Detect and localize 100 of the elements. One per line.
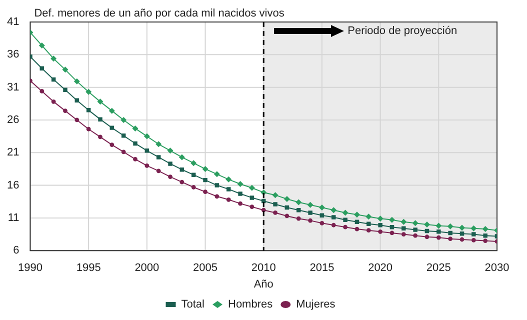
point — [332, 215, 336, 220]
point — [483, 233, 488, 238]
x-tick-label: 2005 — [193, 262, 218, 274]
point — [250, 204, 254, 210]
point — [320, 213, 324, 218]
point — [273, 202, 278, 206]
legend-label: Hombres — [228, 298, 274, 311]
point — [167, 148, 174, 154]
point — [121, 150, 126, 154]
y-tick-label: 36 — [6, 48, 20, 61]
point — [190, 160, 197, 166]
point — [133, 156, 138, 162]
y-tick-label: 16 — [6, 179, 20, 192]
point — [191, 185, 196, 190]
point — [378, 229, 383, 234]
point — [156, 141, 162, 148]
point — [144, 148, 150, 153]
point — [343, 224, 348, 230]
point — [248, 184, 255, 191]
point — [144, 133, 150, 140]
point — [296, 199, 302, 206]
point — [330, 207, 337, 214]
point — [168, 174, 172, 179]
point — [448, 236, 453, 242]
point — [40, 89, 44, 94]
point — [471, 238, 476, 242]
point — [51, 99, 56, 104]
point — [203, 178, 208, 182]
point — [121, 134, 126, 138]
point — [458, 224, 465, 231]
point — [110, 126, 114, 130]
point — [226, 187, 231, 192]
point — [366, 222, 371, 226]
point — [284, 214, 290, 218]
point — [108, 108, 115, 114]
point — [50, 56, 57, 62]
point — [366, 228, 371, 233]
x-tick-label: 2015 — [310, 262, 334, 274]
point — [202, 166, 208, 172]
legend-label: Total — [181, 298, 205, 311]
point — [98, 117, 102, 122]
point — [331, 222, 336, 228]
point — [307, 202, 314, 208]
point — [354, 212, 360, 218]
x-tick-label: 2020 — [368, 262, 393, 274]
point — [482, 226, 488, 232]
point — [133, 141, 138, 146]
point — [366, 214, 372, 220]
x-tick-label: 1990 — [18, 262, 42, 274]
point — [214, 194, 220, 199]
point — [168, 162, 172, 166]
point — [38, 42, 45, 49]
x-tick-label: 2030 — [484, 262, 510, 274]
point — [74, 78, 80, 84]
point — [97, 98, 104, 105]
point — [272, 192, 278, 198]
point — [191, 172, 196, 177]
y-tick-label: 31 — [6, 81, 20, 94]
point — [120, 116, 127, 123]
point — [413, 228, 418, 232]
point — [470, 225, 477, 232]
point — [86, 108, 91, 112]
legend-label: Mujeres — [296, 298, 336, 311]
point — [472, 232, 476, 236]
point — [226, 176, 232, 182]
point — [156, 168, 161, 174]
point — [86, 126, 91, 132]
point — [110, 142, 114, 147]
point — [238, 192, 242, 196]
point — [296, 216, 301, 221]
y-tick-label: 6 — [13, 244, 20, 257]
point — [342, 210, 348, 216]
point — [226, 197, 231, 202]
point — [237, 180, 244, 187]
y-tick-label: 21 — [6, 146, 20, 159]
point — [402, 226, 406, 231]
x-tick-label: 1995 — [76, 262, 101, 274]
y-tick-label: 41 — [6, 16, 20, 28]
point — [412, 220, 418, 226]
point — [424, 221, 430, 228]
point — [63, 88, 68, 92]
point — [74, 118, 80, 122]
point — [308, 218, 312, 223]
point — [180, 180, 184, 184]
point — [214, 171, 220, 178]
point — [460, 237, 464, 242]
point — [436, 235, 441, 240]
point — [156, 155, 161, 160]
point — [400, 218, 407, 225]
point — [144, 163, 150, 168]
point — [377, 216, 384, 222]
point — [214, 183, 220, 188]
point — [203, 190, 208, 194]
point — [401, 232, 406, 236]
point — [436, 222, 442, 229]
point — [308, 210, 312, 215]
y-tick-label: 26 — [6, 114, 20, 126]
x-axis-title: Año — [254, 278, 274, 290]
point — [388, 216, 395, 223]
point — [378, 223, 382, 228]
